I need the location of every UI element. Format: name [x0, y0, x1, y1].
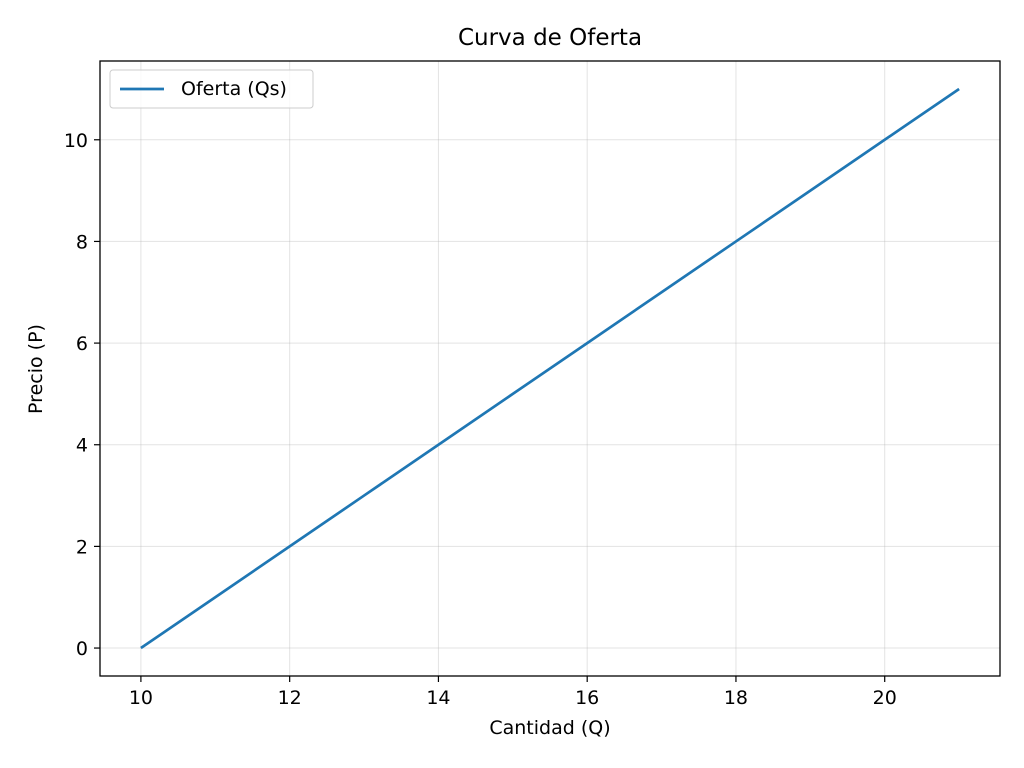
x-tick-label: 10 — [129, 687, 153, 709]
y-tick-label: 10 — [64, 130, 88, 152]
x-tick-label: 18 — [724, 687, 748, 709]
plot-area: 10 12 14 16 18 20 0 2 4 6 8 10 — [64, 60, 1001, 709]
x-tick-label: 20 — [873, 687, 897, 709]
y-tick-label: 2 — [76, 536, 88, 558]
legend-label-oferta: Oferta (Qs) — [181, 78, 287, 100]
legend-frame — [109, 69, 314, 109]
series-layer — [140, 87, 960, 650]
y-tick-label: 8 — [76, 231, 88, 253]
x-tick-label: 16 — [575, 687, 599, 709]
x-axis-label: Cantidad (Q) — [489, 717, 610, 739]
y-tick-label: 6 — [76, 333, 88, 355]
y-tick-label: 4 — [76, 435, 88, 457]
y-axis-label: Precio (P) — [25, 324, 47, 414]
grid-lines — [100, 61, 1000, 676]
x-tick-label: 12 — [278, 687, 302, 709]
y-tick-label: 0 — [76, 638, 88, 660]
series-line-oferta — [140, 87, 960, 650]
axes-frame — [99, 60, 1001, 677]
x-tick-label: 14 — [426, 687, 450, 709]
chart-title: Curva de Oferta — [458, 25, 642, 51]
tick-layer: 10 12 14 16 18 20 0 2 4 6 8 10 — [64, 130, 897, 709]
legend: Oferta (Qs) — [109, 69, 314, 109]
